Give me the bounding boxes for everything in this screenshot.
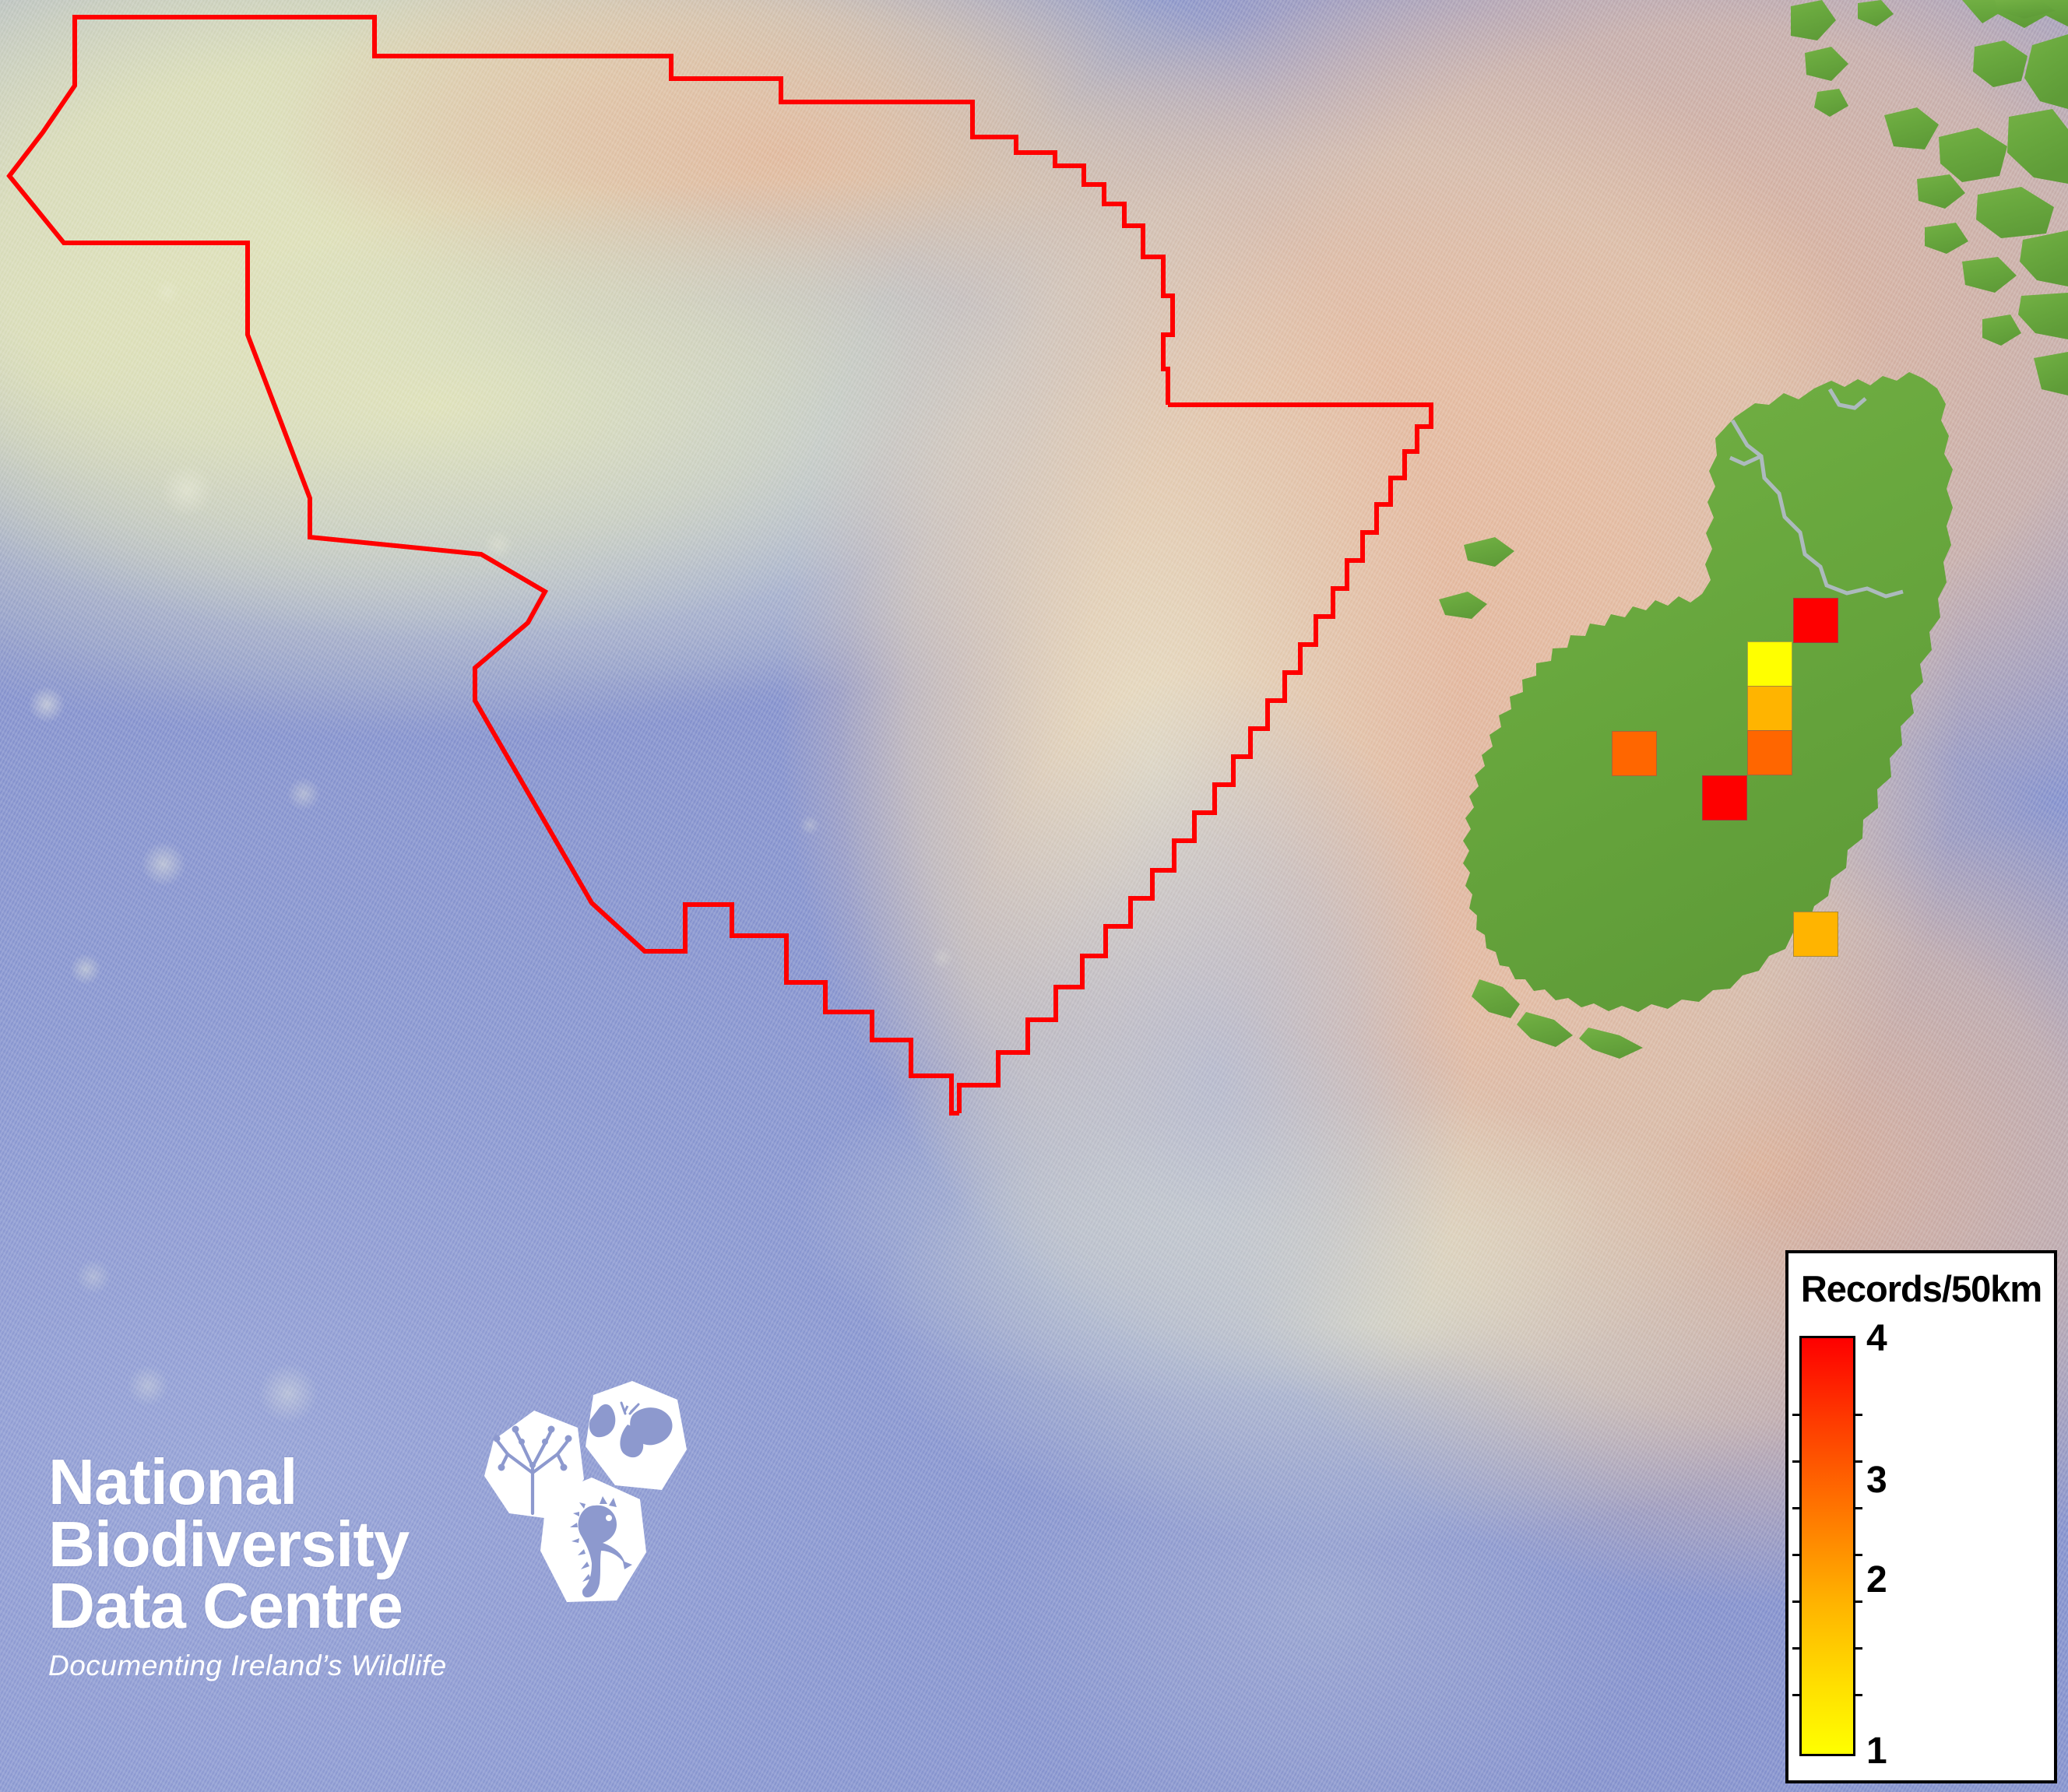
logo-tagline: Documenting Ireland’s Wildlife [48, 1650, 447, 1682]
legend-colour-ramp-wrapper [1792, 1336, 1862, 1756]
record-cell-2 [1747, 641, 1792, 687]
butterfly-hexagon-icon [586, 1381, 687, 1490]
northern-ireland-border [1729, 388, 1904, 599]
legend-tick-label-3: 3 [1866, 1460, 1887, 1501]
record-cell-1 [1793, 598, 1838, 643]
logo-line-1: National [48, 1446, 297, 1518]
seahorse-hexagon-icon [540, 1478, 646, 1602]
record-cell-5 [1612, 731, 1657, 776]
map-legend: Records/50km 4 3 2 1 [1785, 1250, 2057, 1783]
record-cell-3 [1747, 686, 1792, 731]
legend-tick-label-4: 4 [1866, 1318, 1887, 1359]
legend-colour-ramp [1799, 1336, 1855, 1756]
scotland-landmass [1791, 0, 2068, 395]
ireland-landmass [1439, 372, 1953, 1059]
logo-line-2: Biodiversity [48, 1507, 410, 1580]
record-cell-6 [1702, 775, 1747, 820]
record-cell-7 [1793, 912, 1838, 957]
logo-line-3: Data Centre [48, 1569, 403, 1643]
legend-tick-label-1: 1 [1866, 1731, 1887, 1772]
eez-boundary-line [6, 15, 1433, 1116]
legend-title: Records/50km [1800, 1268, 2042, 1309]
legend-tick-label-2: 2 [1866, 1559, 1887, 1601]
nbdc-logo-text: National Biodiversity Data Centre Docume… [48, 1446, 515, 1682]
nbdc-logo-marks [484, 1381, 687, 1602]
record-cell-4 [1747, 730, 1792, 775]
nbdc-logo: National Biodiversity Data Centre Docume… [48, 1381, 718, 1775]
